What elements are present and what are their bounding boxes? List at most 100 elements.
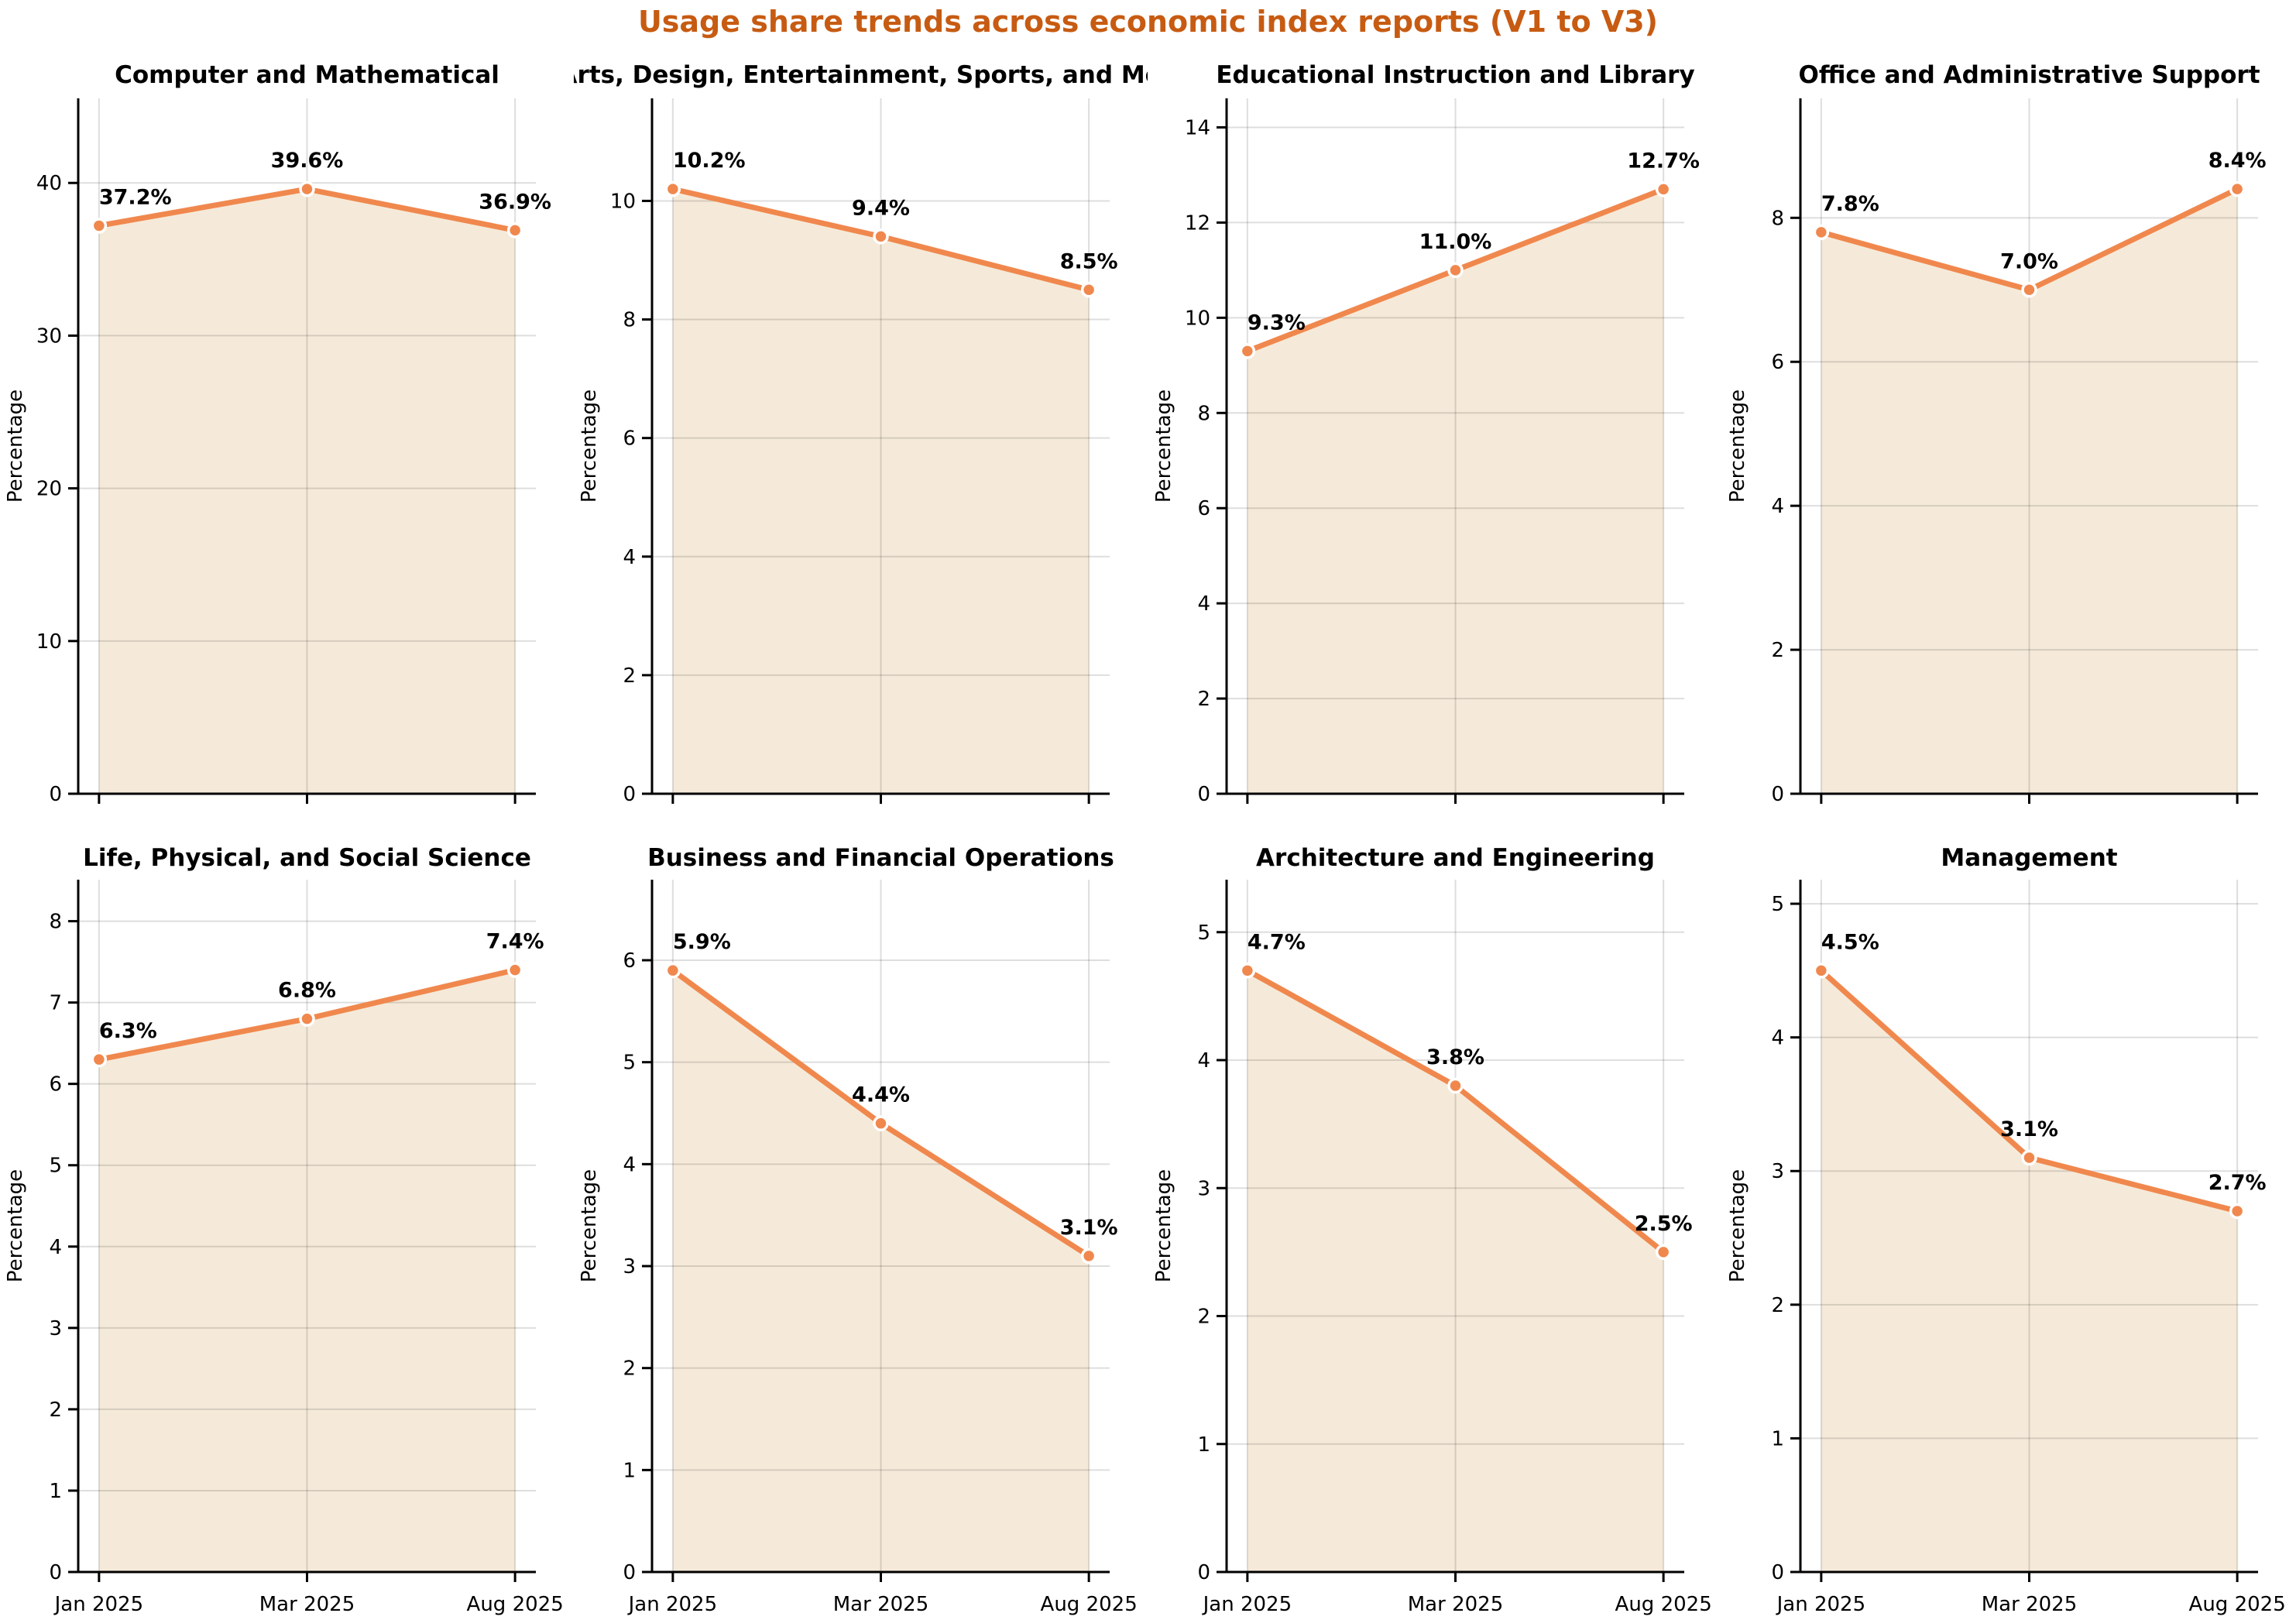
- area-fill: [1247, 189, 1663, 794]
- subplot-title: Office and Administrative Support: [1798, 61, 2260, 89]
- subplot-title: Arts, Design, Entertainment, Sports, and…: [574, 61, 1148, 89]
- data-point-label: 6.3%: [99, 1019, 157, 1043]
- data-point-label: 7.4%: [486, 930, 544, 954]
- data-point-marker: [1447, 262, 1464, 279]
- y-tick-label: 4: [1197, 1049, 1210, 1073]
- y-axis-label: Percentage: [4, 1169, 27, 1282]
- x-tick-label: Aug 2025: [1615, 1593, 1711, 1616]
- y-tick-label: 0: [623, 1561, 637, 1584]
- subplot-canvas: 0 1 2 3 4 5 Jan 2025 Mar 2025 Aug 2025 4.7% 3.8% 2.…: [1152, 844, 1712, 1616]
- y-tick-label: 5: [1197, 922, 1210, 945]
- data-point-label: 3.8%: [1426, 1045, 1484, 1069]
- y-tick-label: 2: [1197, 1306, 1210, 1329]
- data-point-marker: [91, 218, 108, 234]
- data-point-marker: [664, 962, 681, 979]
- y-axis-label: Percentage: [1152, 1169, 1175, 1282]
- y-tick-label: 1: [1197, 1433, 1210, 1457]
- data-point-label: 3.1%: [2000, 1117, 2058, 1141]
- y-tick-label: 4: [1197, 592, 1210, 616]
- data-point-marker: [506, 222, 523, 239]
- y-tick-label: 7: [49, 992, 62, 1015]
- data-point-label: 39.6%: [271, 149, 344, 173]
- y-tick-label: 5: [623, 1052, 637, 1075]
- y-tick-label: 0: [1771, 783, 1784, 806]
- y-tick-label: 14: [1184, 116, 1210, 139]
- subplot-business-and-financial-operations: 0 1 2 3 4 5 6 Jan 2025 Mar 2025 Aug 2025 5.9% 4.4% 3…: [574, 810, 1148, 1620]
- y-tick-label: 3: [623, 1255, 637, 1278]
- subplot-title: Life, Physical, and Social Science: [83, 844, 531, 872]
- area-fill: [1821, 189, 2237, 794]
- data-point-label: 7.0%: [2000, 249, 2058, 273]
- y-axis-label: Percentage: [1726, 390, 1749, 503]
- data-point-marker: [1239, 343, 1255, 359]
- y-tick-label: 8: [49, 911, 62, 934]
- data-point-label: 9.4%: [852, 196, 910, 220]
- y-tick-label: 1: [49, 1480, 62, 1503]
- y-tick-label: 0: [49, 783, 62, 806]
- y-tick-label: 3: [49, 1317, 62, 1340]
- y-tick-label: 2: [1197, 688, 1210, 711]
- data-point-label: 2.5%: [1634, 1212, 1692, 1236]
- data-point-marker: [1655, 181, 1671, 197]
- y-tick-label: 3: [1197, 1177, 1210, 1200]
- y-tick-label: 6: [623, 949, 637, 973]
- y-tick-label: 12: [1184, 211, 1210, 235]
- y-tick-label: 2: [49, 1399, 62, 1422]
- y-tick-label: 2: [623, 664, 637, 688]
- data-point-label: 4.4%: [852, 1083, 910, 1107]
- y-tick-label: 5: [49, 1155, 62, 1178]
- y-tick-label: 8: [1771, 207, 1784, 230]
- y-tick-label: 10: [1184, 307, 1210, 330]
- data-point-label: 37.2%: [99, 185, 172, 209]
- x-tick-label: Mar 2025: [1407, 1593, 1503, 1616]
- data-point-marker: [873, 228, 889, 245]
- y-tick-label: 0: [1771, 1561, 1784, 1584]
- area-fill: [98, 189, 516, 794]
- area-fill: [1821, 970, 2237, 1572]
- subplot-canvas: 0 1 2 3 4 5 6 Jan 2025 Mar 2025 Aug 2025 5.9% 4.4% 3…: [578, 844, 1138, 1616]
- figure-title: Usage share trends across economic index…: [637, 5, 1659, 39]
- data-point-marker: [873, 1115, 889, 1131]
- data-point-label: 3.1%: [1060, 1216, 1118, 1240]
- area-fill: [673, 189, 1090, 794]
- y-tick-label: 4: [1771, 495, 1784, 518]
- x-tick-label: Aug 2025: [1041, 1593, 1138, 1616]
- y-tick-label: 4: [623, 1153, 637, 1176]
- x-tick-label: Jan 2025: [1775, 1593, 1865, 1616]
- y-tick-label: 4: [623, 546, 637, 569]
- x-tick-label: Jan 2025: [53, 1593, 144, 1616]
- data-point-label: 9.3%: [1247, 311, 1305, 335]
- y-tick-label: 6: [623, 427, 637, 451]
- data-point-marker: [1081, 282, 1097, 298]
- data-point-label: 6.8%: [278, 979, 336, 1003]
- y-tick-label: 20: [36, 478, 62, 501]
- y-tick-label: 6: [49, 1073, 62, 1097]
- y-axis-label: Percentage: [1152, 390, 1175, 503]
- y-tick-label: 6: [1197, 497, 1210, 520]
- y-tick-label: 0: [49, 1561, 62, 1584]
- subplot-management: 0 1 2 3 4 5 Jan 2025 Mar 2025 Aug 2025 4.5% 3.1% 2.…: [1722, 810, 2296, 1620]
- y-tick-label: 3: [1771, 1160, 1784, 1183]
- data-point-label: 11.0%: [1419, 230, 1491, 254]
- data-point-marker: [299, 1011, 315, 1027]
- y-tick-label: 10: [36, 630, 62, 654]
- y-tick-label: 0: [1197, 1561, 1210, 1584]
- y-axis-label: Percentage: [578, 390, 601, 503]
- data-point-label: 5.9%: [673, 930, 731, 954]
- data-point-label: 2.7%: [2208, 1171, 2266, 1195]
- y-tick-label: 8: [623, 309, 637, 332]
- y-tick-label: 1: [1771, 1427, 1784, 1450]
- data-point-marker: [2229, 180, 2246, 197]
- y-tick-label: 4: [1771, 1027, 1784, 1050]
- subplot-title: Educational Instruction and Library: [1216, 61, 1694, 89]
- y-tick-label: 10: [610, 190, 636, 213]
- data-point-label: 7.8%: [1821, 192, 1879, 216]
- y-tick-label: 30: [36, 324, 62, 348]
- y-tick-label: 4: [49, 1236, 62, 1259]
- data-point-label: 10.2%: [673, 149, 746, 173]
